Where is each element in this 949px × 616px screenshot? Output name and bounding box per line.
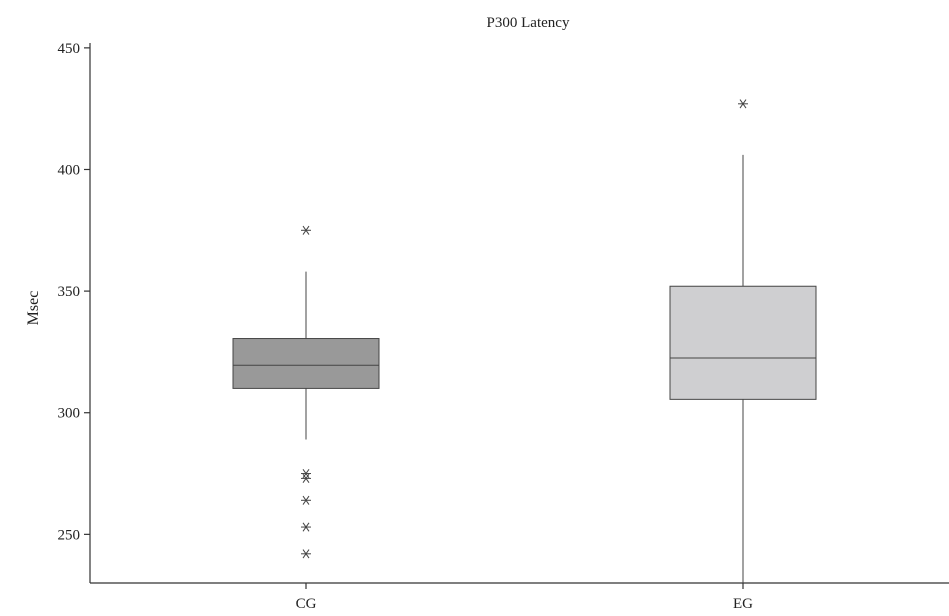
x-tick-label: CG — [296, 596, 317, 612]
boxplot-series — [232, 99, 817, 583]
iqr-box — [669, 285, 817, 400]
box-cg — [232, 225, 380, 559]
outlier-marker — [301, 469, 311, 479]
y-axis-label: Msec — [25, 291, 42, 326]
chart-title: P300 Latency — [487, 15, 570, 31]
iqr-box — [232, 338, 380, 389]
y-tick-label: 250 — [58, 527, 81, 543]
x-tick-label: EG — [733, 596, 753, 612]
y-tick-label: 450 — [58, 41, 81, 57]
outlier-marker — [301, 549, 311, 559]
y-tick-label: 400 — [58, 162, 81, 178]
outlier-marker — [301, 473, 311, 483]
outlier-marker — [301, 495, 311, 505]
box-eg — [669, 99, 817, 583]
y-tick-label: 350 — [58, 284, 81, 300]
y-tick-label: 300 — [58, 406, 81, 422]
x-axis-ticks: CG EG — [296, 583, 753, 612]
y-axis-ticks: 250 300 350 400 450 — [58, 41, 90, 543]
outlier-marker — [738, 99, 748, 109]
outlier-marker — [301, 522, 311, 532]
outlier-marker — [301, 225, 311, 235]
